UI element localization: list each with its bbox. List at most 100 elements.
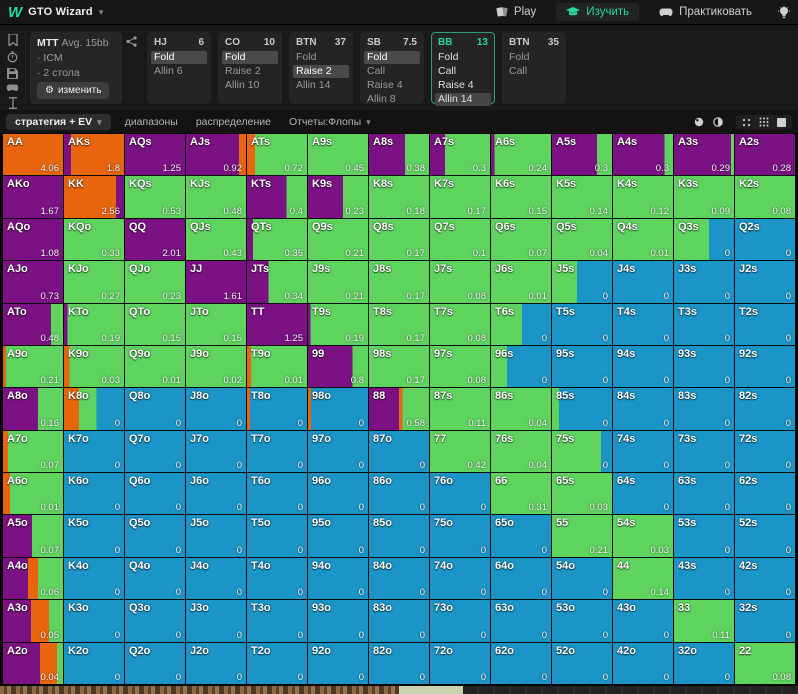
hand-cell-63o[interactable]: 63o 0 xyxy=(491,600,551,642)
hand-cell-93s[interactable]: 93s 0 xyxy=(674,345,734,388)
hand-cell-T4o[interactable]: T4o 0 xyxy=(247,557,307,600)
position-panel-hj[interactable]: HJ 6 Fold Allin 6 xyxy=(147,32,211,104)
hand-cell-75s[interactable]: 75s 0 xyxy=(552,430,612,473)
action-call[interactable]: Call xyxy=(367,65,386,77)
hand-cell-Q9o[interactable]: Q9o 0.01 xyxy=(125,345,185,388)
action-fold[interactable]: Fold xyxy=(509,51,530,63)
hand-cell-A9s[interactable]: A9s 0.45 xyxy=(308,134,368,176)
hand-cell-T5o[interactable]: T5o 0 xyxy=(247,515,307,557)
hand-cell-52s[interactable]: 52s 0 xyxy=(735,515,795,557)
hand-cell-64s[interactable]: 64s 0 xyxy=(613,473,673,515)
hand-cell-J9o[interactable]: J9o 0.02 xyxy=(186,345,246,388)
hand-cell-K8s[interactable]: K8s 0.18 xyxy=(369,176,429,218)
hand-cell-K8o[interactable]: K8o 0 xyxy=(64,388,124,430)
position-panel-bb[interactable]: BB 13 Fold Call Raise 4 Allin 14 xyxy=(431,32,495,106)
hand-cell-T8s[interactable]: T8s 0.17 xyxy=(369,303,429,345)
action-fold[interactable]: Fold xyxy=(364,51,420,64)
hand-cell-J4s[interactable]: J4s 0 xyxy=(613,261,673,303)
hand-cell-54s[interactable]: 54s 0.03 xyxy=(613,515,673,557)
hand-cell-TT[interactable]: TT 1.25 xyxy=(247,303,307,345)
hand-cell-QQ[interactable]: QQ 2.01 xyxy=(125,218,185,261)
hand-cell-AKs[interactable]: AKs 1.8 xyxy=(64,134,124,176)
hand-cell-K2s[interactable]: K2s 0.08 xyxy=(735,176,795,218)
hand-cell-92o[interactable]: 92o 0 xyxy=(308,642,368,684)
hand-cell-J6s[interactable]: J6s 0.01 xyxy=(491,261,551,303)
hand-cell-A4s[interactable]: A4s 0.3 xyxy=(613,134,673,176)
hand-cell-62s[interactable]: 62s 0 xyxy=(735,473,795,515)
hand-cell-ATs[interactable]: ATs 0.72 xyxy=(247,134,307,176)
hand-cell-44[interactable]: 44 0.14 xyxy=(613,557,673,600)
filled-square-icon[interactable] xyxy=(777,117,786,127)
hand-cell-32o[interactable]: 32o 0 xyxy=(674,642,734,684)
hand-cell-55[interactable]: 55 0.21 xyxy=(552,515,612,557)
hand-cell-73o[interactable]: 73o 0 xyxy=(430,600,490,642)
hand-cell-K4o[interactable]: K4o 0 xyxy=(64,557,124,600)
gamepad-small-icon[interactable] xyxy=(6,84,19,92)
action-allin-14[interactable]: Allin 14 xyxy=(435,93,491,106)
hand-cell-Q3o[interactable]: Q3o 0 xyxy=(125,600,185,642)
hand-cell-85o[interactable]: 85o 0 xyxy=(369,515,429,557)
hand-cell-Q9s[interactable]: Q9s 0.21 xyxy=(308,218,368,261)
hand-cell-Q8s[interactable]: Q8s 0.17 xyxy=(369,218,429,261)
hand-cell-J3o[interactable]: J3o 0 xyxy=(186,600,246,642)
hand-cell-QJs[interactable]: QJs 0.43 xyxy=(186,218,246,261)
contrast-icon[interactable] xyxy=(713,117,723,127)
action-call[interactable]: Call xyxy=(438,65,457,77)
hand-cell-J7s[interactable]: J7s 0.08 xyxy=(430,261,490,303)
hand-cell-A6o[interactable]: A6o 0.01 xyxy=(3,473,63,515)
hand-cell-T7s[interactable]: T7s 0.08 xyxy=(430,303,490,345)
hand-cell-A7o[interactable]: A7o 0.07 xyxy=(3,430,63,473)
hand-cell-82o[interactable]: 82o 0 xyxy=(369,642,429,684)
hand-cell-K9o[interactable]: K9o 0.03 xyxy=(64,345,124,388)
hand-cell-83o[interactable]: 83o 0 xyxy=(369,600,429,642)
nav-study[interactable]: Изучить xyxy=(556,3,640,21)
action-allin-6[interactable]: Allin 6 xyxy=(154,65,183,77)
hand-cell-95s[interactable]: 95s 0 xyxy=(552,345,612,388)
hand-cell-T7o[interactable]: T7o 0 xyxy=(247,430,307,473)
action-fold[interactable]: Fold xyxy=(222,51,278,64)
hand-cell-Q6o[interactable]: Q6o 0 xyxy=(125,473,185,515)
hand-cell-95o[interactable]: 95o 0 xyxy=(308,515,368,557)
hand-cell-KJo[interactable]: KJo 0.27 xyxy=(64,261,124,303)
hand-cell-84s[interactable]: 84s 0 xyxy=(613,388,673,430)
hand-cell-K3s[interactable]: K3s 0.09 xyxy=(674,176,734,218)
hand-cell-83s[interactable]: 83s 0 xyxy=(674,388,734,430)
hand-cell-82s[interactable]: 82s 0 xyxy=(735,388,795,430)
action-allin-10[interactable]: Allin 10 xyxy=(225,79,260,91)
hand-cell-98s[interactable]: 98s 0.17 xyxy=(369,345,429,388)
hand-cell-52o[interactable]: 52o 0 xyxy=(552,642,612,684)
hand-cell-72o[interactable]: 72o 0 xyxy=(430,642,490,684)
hand-cell-K7o[interactable]: K7o 0 xyxy=(64,430,124,473)
hand-cell-94s[interactable]: 94s 0 xyxy=(613,345,673,388)
brand[interactable]: W GTO Wizard ▾ xyxy=(8,4,103,21)
hand-cell-J5s[interactable]: J5s 0 xyxy=(552,261,612,303)
hand-cell-62o[interactable]: 62o 0 xyxy=(491,642,551,684)
hand-cell-K6o[interactable]: K6o 0 xyxy=(64,473,124,515)
hand-cell-Q7o[interactable]: Q7o 0 xyxy=(125,430,185,473)
hand-cell-JJ[interactable]: JJ 1.61 xyxy=(186,261,246,303)
hand-cell-33[interactable]: 33 0.11 xyxy=(674,600,734,642)
hand-cell-KTs[interactable]: KTs 0.4 xyxy=(247,176,307,218)
hand-cell-A5o[interactable]: A5o 0.07 xyxy=(3,515,63,557)
hand-cell-T3o[interactable]: T3o 0 xyxy=(247,600,307,642)
hand-cell-A6s[interactable]: A6s 0.24 xyxy=(491,134,551,176)
settings-panel[interactable]: MTT Avg. 15bb · ICM · 2 стола ⚙ изменить xyxy=(30,32,122,104)
timer-icon[interactable] xyxy=(7,51,18,63)
hand-cell-74o[interactable]: 74o 0 xyxy=(430,557,490,600)
hand-cell-Q8o[interactable]: Q8o 0 xyxy=(125,388,185,430)
hand-cell-T2s[interactable]: T2s 0 xyxy=(735,303,795,345)
tab-ranges[interactable]: диапазоны xyxy=(125,116,178,128)
hand-cell-T8o[interactable]: T8o 0 xyxy=(247,388,307,430)
edit-settings-button[interactable]: ⚙ изменить xyxy=(37,82,110,99)
hand-cell-A3o[interactable]: A3o 0.05 xyxy=(3,600,63,642)
hand-cell-KJs[interactable]: KJs 0.48 xyxy=(186,176,246,218)
hand-cell-77[interactable]: 77 0.42 xyxy=(430,430,490,473)
hand-cell-T9o[interactable]: T9o 0.01 xyxy=(247,345,307,388)
hand-cell-A9o[interactable]: A9o 0.21 xyxy=(3,345,63,388)
hand-cell-Q3s[interactable]: Q3s 0 xyxy=(674,218,734,261)
hand-cell-AKo[interactable]: AKo 1.67 xyxy=(3,176,63,218)
hand-cell-K4s[interactable]: K4s 0.12 xyxy=(613,176,673,218)
hand-cell-98o[interactable]: 98o 0 xyxy=(308,388,368,430)
hand-cell-AJo[interactable]: AJo 0.73 xyxy=(3,261,63,303)
hand-cell-AQo[interactable]: AQo 1.08 xyxy=(3,218,63,261)
